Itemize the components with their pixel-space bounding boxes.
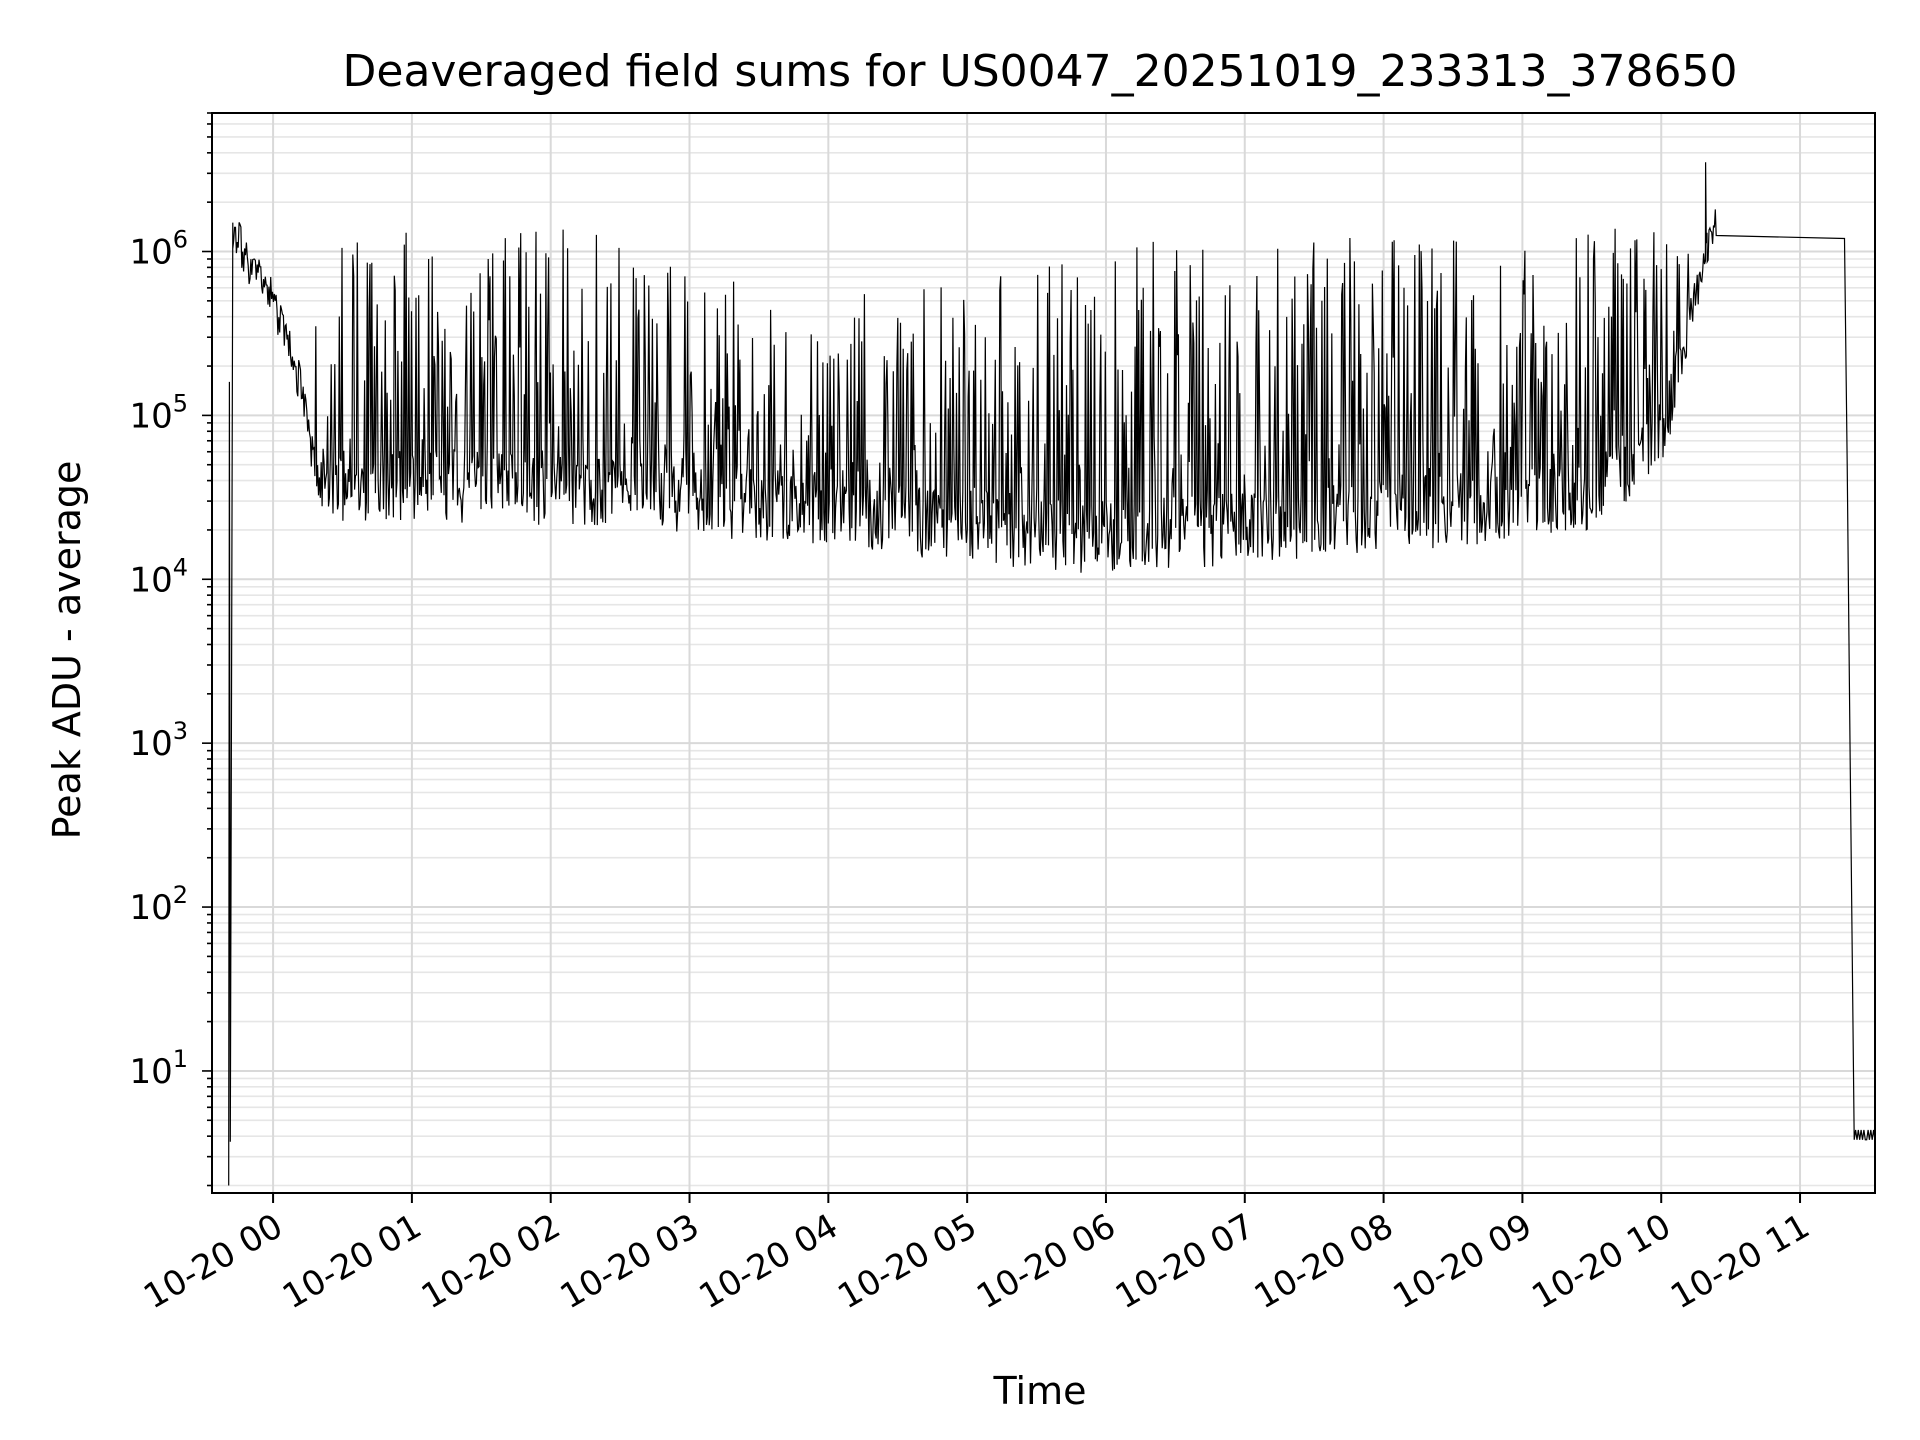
x-tick-label: 10-20 08: [1248, 1206, 1400, 1317]
grid: [212, 112, 1875, 1193]
x-tick-label: 10-20 06: [970, 1206, 1122, 1317]
y-tick-label: 101: [129, 1045, 188, 1092]
x-tick-label: 10-20 04: [692, 1206, 844, 1317]
y-tick-label: 104: [129, 553, 188, 600]
chart-title: Deaveraged field sums for US0047_2025101…: [343, 46, 1738, 97]
y-tick-label: 103: [129, 717, 188, 764]
x-tick-label: 10-20 09: [1387, 1206, 1539, 1317]
x-axis-label: Time: [993, 1369, 1087, 1413]
x-tick-label: 10-20 03: [554, 1206, 706, 1317]
y-tick-label: 105: [129, 389, 188, 436]
x-tick-label: 10-20 10: [1525, 1206, 1677, 1317]
series-line: [228, 162, 1875, 1186]
y-axis-label: Peak ADU - average: [45, 461, 89, 840]
axes-frame: [211, 112, 1876, 1194]
x-tick-label: 10-20 11: [1664, 1206, 1816, 1317]
x-tick-label: 10-20 05: [831, 1206, 983, 1317]
x-tick-label: 10-20 01: [276, 1206, 428, 1317]
y-tick-label: 106: [129, 226, 188, 273]
x-tick-label: 10-20 07: [1109, 1206, 1261, 1317]
x-tick-label: 10-20 02: [415, 1206, 567, 1317]
plot-area: [228, 162, 1875, 1186]
x-tick-label: 10-20 00: [137, 1206, 289, 1317]
y-tick-label: 102: [129, 881, 188, 928]
